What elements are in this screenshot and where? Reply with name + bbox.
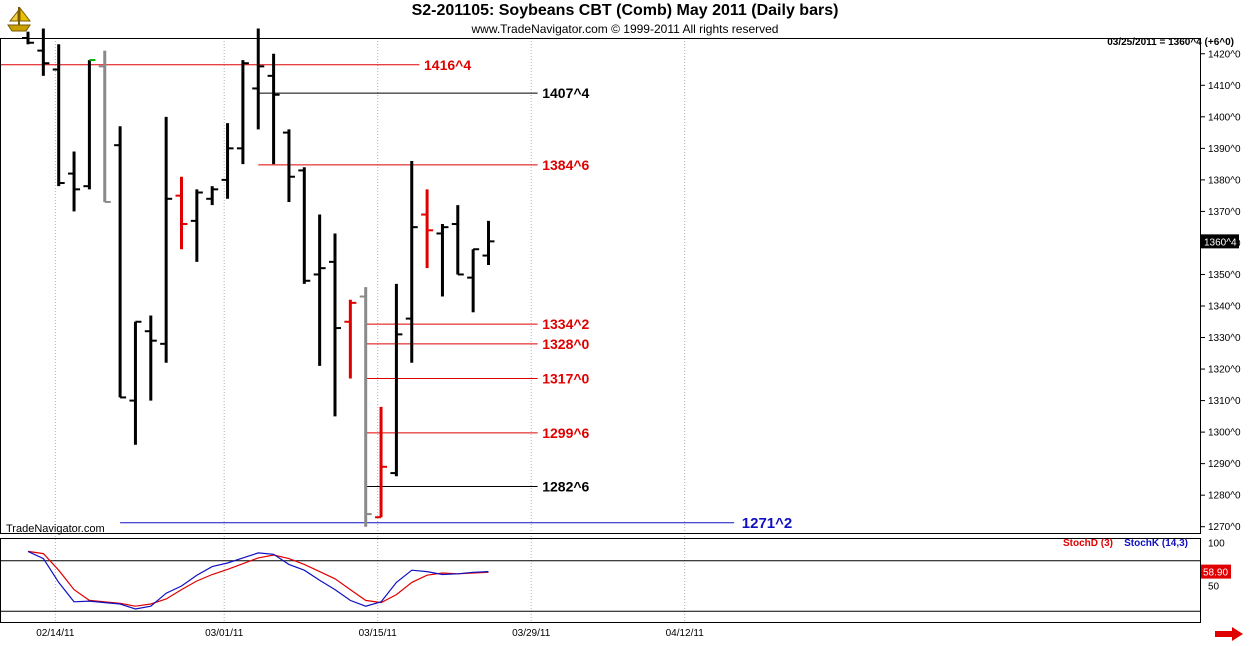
stochastic-legend: StochD (3) StochK (14,3) — [1063, 538, 1188, 549]
y-tick-label: 1320^0 — [1208, 365, 1241, 376]
ohlc-bar — [98, 50, 111, 203]
ohlc-bar — [344, 299, 357, 379]
chart-subtitle: www.TradeNavigator.com © 1999-2011 All r… — [471, 22, 779, 36]
ohlc-bar — [221, 123, 234, 199]
ohlc-bar — [144, 315, 157, 401]
grid — [54, 38, 686, 622]
red-right-arrow-icon[interactable] — [1214, 627, 1244, 641]
ohlc-bar — [467, 248, 480, 313]
y-tick-label: 1290^0 — [1208, 459, 1241, 470]
price-bars — [22, 28, 495, 527]
ohlc-bar — [405, 160, 418, 363]
y-tick-label: 1310^0 — [1208, 396, 1241, 407]
ohlc-bar — [421, 189, 434, 269]
support-resistance-levels: 1416^4 1407^4 1384^6 1334^2 1328^0 1317^0 1299… — [0, 57, 792, 532]
stoch-last-box — [1201, 564, 1231, 579]
price-panel-frame — [0, 38, 1201, 534]
level-label: 1282^6 — [542, 478, 589, 494]
y-tick-label: 1370^0 — [1208, 207, 1241, 218]
ohlc-bar — [236, 60, 249, 165]
ohlc-bar — [190, 189, 203, 262]
ohlc-bar — [482, 220, 495, 266]
level-label: 1299^6 — [542, 425, 589, 441]
last-price-label: 1360^4 — [1204, 237, 1237, 248]
last-price-box — [1201, 234, 1239, 249]
stoch-d-legend: StochD (3) — [1062, 538, 1113, 549]
stoch-panel-frame — [0, 538, 1201, 623]
y-tick-label: 1300^0 — [1208, 428, 1241, 439]
stoch-tick-label: 100 — [1208, 539, 1225, 550]
level-label: 1384^6 — [542, 157, 589, 173]
ohlc-bar — [375, 406, 388, 519]
ohlc-bar — [282, 129, 295, 202]
ohlc-bar — [37, 28, 50, 76]
ohlc-bar — [252, 28, 265, 130]
y-tick-label: 1270^0 — [1208, 522, 1241, 533]
chart-title: S2-201105: Soybeans CBT (Comb) May 2011 … — [411, 2, 839, 19]
y-tick-label: 1410^0 — [1208, 81, 1241, 92]
stoch-k-line — [27, 550, 489, 610]
y-tick-label: 1350^0 — [1208, 270, 1241, 281]
y-tick-label: 1340^0 — [1208, 301, 1241, 312]
level-label: 1328^0 — [542, 336, 589, 352]
ohlc-bar — [52, 44, 65, 187]
y-tick-label: 1380^0 — [1208, 175, 1241, 186]
level-label: 1416^4 — [424, 57, 471, 73]
stoch-d-line — [27, 550, 489, 607]
x-tick-label: 04/12/11 — [666, 628, 705, 639]
stoch-last-value: 58.90 — [1203, 568, 1228, 579]
level-label: 1317^0 — [542, 371, 589, 387]
brand-label: TradeNavigator.com — [6, 523, 105, 535]
ohlc-bar — [298, 167, 311, 284]
ohlc-bar — [436, 224, 449, 297]
stoch-k-legend: StochK (14,3) — [1124, 538, 1188, 549]
last-price-info: 03/25/2011 = 1360^4 (+6^0) — [1107, 37, 1234, 48]
ohlc-bar — [313, 214, 326, 366]
stoch-tick-label: 50 — [1208, 582, 1220, 593]
ohlc-bar — [175, 176, 188, 250]
x-tick-label: 03/29/11 — [512, 628, 551, 639]
y-tick-label: 1390^0 — [1208, 144, 1241, 155]
ohlc-bar — [114, 126, 127, 399]
x-tick-label: 03/15/11 — [359, 628, 398, 639]
ohlc-bar — [390, 283, 403, 477]
level-label: 1271^2 — [742, 515, 792, 532]
y-tick-label: 1280^0 — [1208, 491, 1241, 502]
axes: 02/14/11 03/01/11 03/15/11 03/29/11 04/12/11… — [0, 38, 1241, 639]
y-tick-label: 1330^0 — [1208, 333, 1241, 344]
y-tick-label: 1400^0 — [1208, 112, 1241, 123]
ohlc-bar — [129, 320, 142, 445]
ship-wheel-logo-icon[interactable] — [4, 3, 34, 33]
ohlc-bar — [451, 205, 464, 276]
x-tick-label: 02/14/11 — [36, 628, 75, 639]
ohlc-bar — [83, 59, 96, 190]
level-label: 1407^4 — [542, 85, 589, 101]
stochastic-panel: 100 50 58.90 — [0, 539, 1231, 612]
x-tick-label: 03/01/11 — [205, 628, 244, 639]
ohlc-bar — [329, 233, 341, 417]
y-tick-label: 1420^0 — [1208, 49, 1241, 60]
ohlc-bar — [68, 151, 81, 212]
ohlc-bar — [267, 53, 280, 165]
ohlc-bar — [359, 287, 372, 527]
ohlc-bar — [160, 116, 173, 363]
level-label: 1334^2 — [542, 316, 589, 332]
ohlc-bar — [206, 186, 219, 206]
